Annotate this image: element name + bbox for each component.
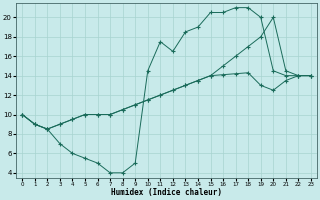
X-axis label: Humidex (Indice chaleur): Humidex (Indice chaleur) xyxy=(111,188,222,197)
